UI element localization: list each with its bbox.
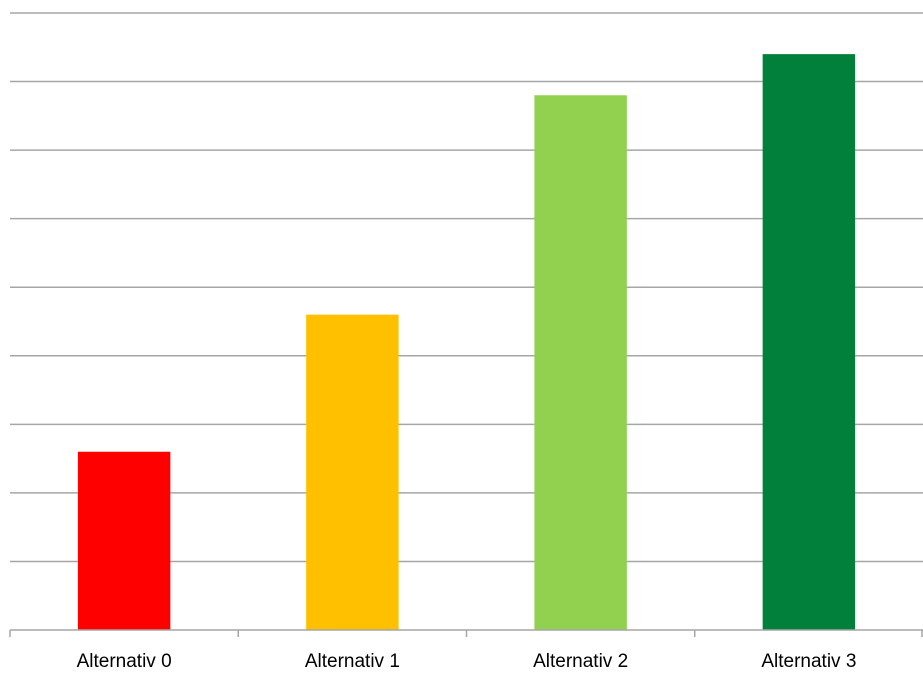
bar-alternativ-2 bbox=[534, 95, 627, 631]
category-label: Alternativ 0 bbox=[77, 651, 172, 672]
category-label: Alternativ 2 bbox=[533, 651, 628, 672]
bars bbox=[77, 54, 856, 631]
bar-alternativ-0 bbox=[77, 451, 171, 630]
category-labels: Alternativ 0 Alternativ 1 Alternativ 2 Alte… bbox=[77, 651, 857, 672]
bar-alternativ-3 bbox=[762, 54, 856, 630]
category-label: Alternativ 1 bbox=[305, 651, 400, 672]
x-axis bbox=[9, 629, 923, 637]
category-label: Alternativ 3 bbox=[761, 651, 856, 672]
bar-alternativ-1 bbox=[306, 314, 399, 630]
